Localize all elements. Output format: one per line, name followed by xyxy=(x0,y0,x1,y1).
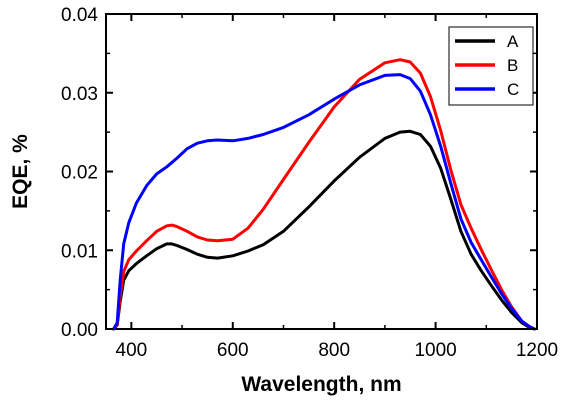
series-line-c xyxy=(112,73,536,331)
x-tick-label: 1200 xyxy=(516,340,558,361)
y-tick-label: 0.00 xyxy=(61,320,98,341)
series-line-a xyxy=(112,129,536,331)
x-tick-label: 600 xyxy=(217,340,249,361)
x-tick-label: 400 xyxy=(116,340,148,361)
y-tick-label: 0.04 xyxy=(61,5,98,26)
x-tick-label: 800 xyxy=(318,340,350,361)
legend-label-c: C xyxy=(507,80,519,99)
y-axis-label: EQE, % xyxy=(9,134,32,209)
legend: ABC xyxy=(448,26,534,106)
y-tick-label: 0.03 xyxy=(61,84,98,105)
x-tick-label: 1000 xyxy=(414,340,456,361)
series-line-b xyxy=(112,58,536,331)
y-tick-label: 0.02 xyxy=(61,163,98,184)
x-axis-label: Wavelength, nm xyxy=(241,373,401,396)
ticks-layer: 400 600 800 1000 1200 0.00 0.01 0.02 0.03 0.04 xyxy=(61,5,558,361)
legend-label-a: A xyxy=(507,32,519,51)
legend-label-b: B xyxy=(507,56,518,75)
series-layer xyxy=(112,58,536,331)
y-tick-label: 0.01 xyxy=(61,241,98,262)
